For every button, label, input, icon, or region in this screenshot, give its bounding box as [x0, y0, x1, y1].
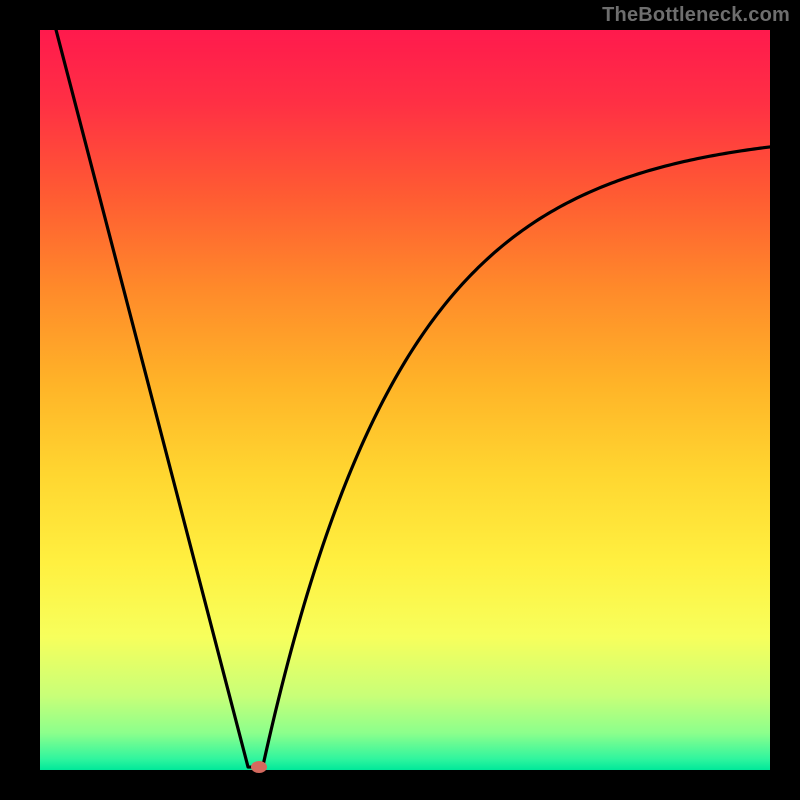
- bottleneck-chart: [0, 0, 800, 800]
- chart-container: TheBottleneck.com: [0, 0, 800, 800]
- watermark-text: TheBottleneck.com: [602, 4, 790, 27]
- plot-background: [40, 30, 770, 770]
- minimum-marker: [251, 761, 267, 773]
